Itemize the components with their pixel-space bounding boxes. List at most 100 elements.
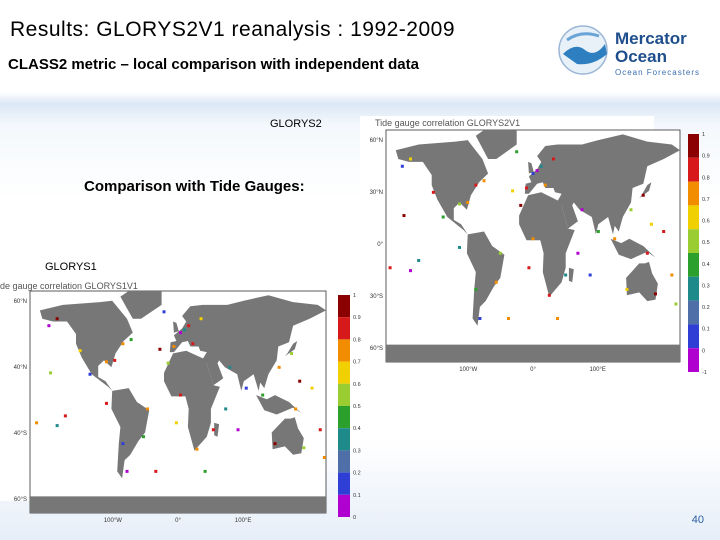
colorbar-swatch (338, 428, 350, 451)
gauge-dot (388, 266, 392, 270)
gauge-dot (318, 428, 322, 432)
colorbar-label: 0.9 (353, 315, 361, 321)
colorbar-label: 0.7 (353, 360, 361, 366)
logo-text: Mercator (615, 29, 687, 48)
gauge-dot (576, 251, 580, 255)
gauge-dot (625, 288, 629, 291)
colorbar-label: 0.6 (353, 382, 361, 388)
lat-label: 30°N (370, 190, 383, 196)
gauge-dot (125, 469, 129, 473)
land (169, 295, 326, 391)
colorbar-swatch (338, 317, 350, 340)
lon-label: 100°E (589, 367, 605, 373)
colorbar-label: 0.1 (702, 327, 710, 333)
gauge-dot (515, 150, 519, 154)
gauge-dot (236, 428, 240, 432)
gauge-dot (551, 157, 555, 161)
slide-subtitle: CLASS2 metric – local comparison with in… (8, 56, 419, 73)
logo-text: Ocean (615, 47, 667, 66)
gauge-dot (154, 469, 158, 473)
colorbar-label: 0.1 (353, 493, 361, 499)
gauge-dot (224, 407, 228, 411)
gauge-dot (531, 172, 535, 175)
land (519, 192, 575, 297)
colorbar-swatch (338, 383, 350, 406)
gauge-dot (645, 251, 649, 255)
gauge-dot (49, 371, 53, 375)
colorbar-swatch (688, 134, 699, 158)
land (475, 130, 517, 159)
logo-tagline: Ocean Forecasters (615, 68, 700, 77)
gauge-dot (519, 203, 523, 207)
gauge-dot (298, 379, 302, 383)
gauge-dot (596, 230, 600, 233)
gauge-dot (55, 317, 59, 321)
gauge-dot (670, 273, 674, 277)
lon-label: 0° (530, 367, 536, 373)
colorbar-swatch (338, 361, 350, 384)
gauge-dot (121, 442, 125, 446)
colorbar-label: 0 (353, 515, 356, 521)
land (568, 267, 574, 283)
colorbar-swatch (688, 324, 699, 349)
colorbar-label: 0.4 (353, 426, 361, 432)
gauge-dot (78, 349, 82, 353)
land (284, 341, 298, 357)
map-title: Tide gauge correlation GLORYS2V1 (375, 118, 520, 128)
gauge-dot (174, 421, 178, 425)
gauge-dot (191, 342, 195, 346)
map-label: GLORYS1 (45, 261, 97, 273)
colorbar-label: 0.8 (353, 337, 361, 343)
gauge-dot (166, 361, 170, 365)
gauge-dot (580, 208, 584, 212)
colorbar-label: 0.3 (702, 283, 710, 289)
colorbar-swatch (338, 295, 350, 318)
gauge-dot (649, 222, 653, 226)
colorbar-swatch (338, 494, 350, 517)
gauge-dot (35, 421, 39, 425)
gauge-dot (47, 324, 51, 328)
land (395, 140, 489, 235)
gauge-dot (199, 317, 203, 321)
gauge-dot (310, 386, 314, 390)
map-label: GLORYS2 (270, 118, 322, 130)
lon-label: 100°W (104, 518, 122, 524)
gauge-dot (402, 214, 406, 218)
gauge-dot (531, 237, 535, 241)
gauge-dot (564, 273, 568, 277)
gauge-dot (511, 189, 515, 193)
colorbar-swatch (338, 339, 350, 362)
land (524, 134, 680, 235)
gauge-dot (498, 251, 502, 255)
gauge-dot (417, 259, 421, 262)
lat-label: 40°S (14, 431, 27, 437)
map-title: de gauge correlation GLORYS1V1 (0, 281, 138, 291)
gauge-dot (535, 169, 539, 173)
land (30, 496, 326, 513)
gauge-dot (547, 293, 551, 297)
colorbar-swatch (338, 472, 350, 495)
gauge-dot (441, 215, 445, 219)
gauge-dot (273, 442, 277, 446)
gauge-dot (482, 179, 486, 183)
land (528, 161, 534, 174)
gauge-dot (662, 230, 666, 233)
gauge-dot (55, 424, 59, 428)
colorbar-label: 1 (353, 293, 356, 299)
gauge-dot (458, 202, 461, 206)
colorbar-swatch (688, 300, 699, 325)
slide-title: Results: GLORYS2V1 reanalysis : 1992-200… (10, 18, 456, 41)
gauge-dot (183, 328, 187, 332)
land (271, 417, 304, 455)
gauge-dot (539, 164, 543, 168)
gauge-dot (162, 310, 166, 314)
lat-label: 60°N (14, 299, 27, 305)
lon-label: 100°W (459, 367, 477, 373)
colorbar-swatch (338, 406, 350, 429)
gauge-dot (431, 190, 435, 194)
gauge-dot (474, 288, 478, 291)
colorbar-label: -1 (702, 370, 707, 376)
gauge-dot (400, 164, 404, 168)
colorbar-label: 0.2 (353, 471, 361, 477)
gauge-dot (588, 273, 592, 277)
